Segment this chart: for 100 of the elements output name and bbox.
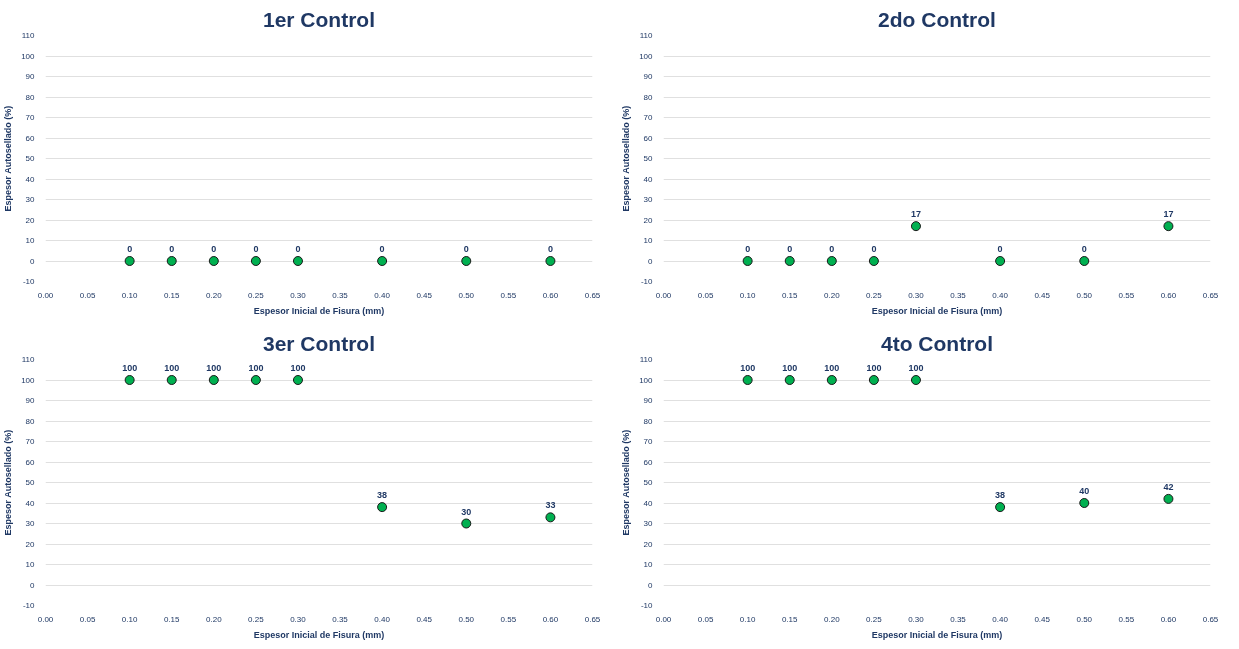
y-tick-label: 10 [643,560,654,569]
point [784,375,795,385]
data-label: 100 [866,363,882,373]
point [166,375,177,385]
chart-title: 1er Control [262,7,376,31]
x-tick-label: 0.40 [374,290,391,300]
data-label: 100 [122,363,138,373]
data-label: 17 [910,209,921,220]
x-axis-title: Espesor Inicial de Fisura (mm) [253,305,385,316]
x-tick-label: 0.35 [332,290,349,300]
x-tick-label: 0.60 [1160,614,1177,624]
y-tick-label: 50 [25,154,36,163]
point [742,375,753,385]
x-tick-label: 0.50 [458,290,475,300]
y-tick-label: 30 [25,195,36,204]
data-label: 0 [169,244,175,254]
data-label: 100 [824,363,840,373]
x-tick-label: 0.00 [655,290,672,300]
y-tick-label: 40 [643,498,654,508]
x-tick-label: 0.00 [37,614,54,624]
y-tick-label: 60 [643,457,654,467]
y-axis-title: Espesor Autosellado (%) [3,429,14,536]
x-tick-label: 0.20 [824,614,841,624]
data-label: 0 [253,244,259,254]
point [1079,498,1090,508]
y-tick-label: 60 [643,133,654,143]
point [292,375,303,385]
y-tick-label: -10 [22,277,36,286]
x-tick-label: 0.05 [697,290,714,300]
y-tick-label: 60 [25,133,36,143]
y-tick-label: -10 [640,277,654,286]
y-axis-title: Espesor Autosellado (%) [3,105,14,212]
data-label: 0 [463,244,469,254]
x-axis-title: Espesor Inicial de Fisura (mm) [871,629,1003,640]
x-tick-label: 0.20 [206,290,223,300]
x-tick-label: 0.30 [290,290,307,300]
point [910,375,921,385]
x-tick-label: 0.65 [1202,614,1219,624]
x-tick-label: 0.10 [739,614,756,624]
y-tick-label: -10 [22,601,36,610]
y-tick-label: 50 [643,154,654,163]
x-tick-label: 0.20 [824,290,841,300]
y-tick-label: 40 [643,174,654,184]
y-tick-label: 40 [25,498,36,508]
x-tick-label: 0.55 [500,290,517,300]
y-tick-label: 10 [25,236,36,245]
y-tick-label: 100 [21,51,36,61]
x-tick-label: 0.55 [500,614,517,624]
y-tick-label: 20 [25,539,36,549]
point [208,375,219,385]
y-tick-label: 110 [639,355,654,364]
data-label: 0 [997,244,1003,254]
y-tick-label: 30 [25,519,36,528]
point [995,502,1006,513]
data-label: 100 [206,363,222,373]
data-label: 38 [995,490,1006,501]
y-tick-label: 50 [25,478,36,487]
data-label: 0 [211,244,217,254]
x-tick-label: 0.25 [866,290,883,300]
y-tick-label: 60 [25,457,36,467]
y-tick-label: 0 [648,256,654,266]
y-tick-label: 100 [21,375,36,385]
data-label: 0 [127,244,133,254]
y-tick-label: 0 [30,580,36,590]
point [461,518,472,529]
x-tick-label: 0.15 [163,614,181,624]
y-tick-label: 10 [643,236,654,245]
x-tick-label: 0.50 [1076,290,1093,300]
y-tick-label: 70 [25,113,36,122]
data-label: 17 [1163,209,1174,220]
x-tick-label: 0.45 [1034,614,1051,624]
x-tick-label: 0.55 [1118,614,1135,624]
y-axis-title: Espesor Autosellado (%) [621,105,632,212]
y-tick-label: 70 [643,437,654,446]
y-tick-label: 10 [25,560,36,569]
x-tick-label: 0.10 [121,290,138,300]
x-tick-label: 0.50 [458,614,475,624]
x-axis-title: Espesor Inicial de Fisura (mm) [253,629,385,640]
x-tick-label: 0.00 [37,290,54,300]
data-label: 0 [379,244,385,254]
y-tick-label: 100 [639,375,654,385]
y-tick-label: 90 [25,72,36,81]
x-tick-label: 0.40 [992,290,1009,300]
x-tick-label: 0.45 [1034,290,1051,300]
x-tick-label: 0.35 [950,614,967,624]
data-label: 40 [1079,486,1090,496]
x-tick-label: 0.10 [121,614,138,624]
y-tick-label: 20 [25,215,36,225]
y-tick-label: 80 [25,92,36,102]
x-tick-label: 0.20 [206,614,223,624]
x-tick-label: 0.30 [290,614,307,624]
x-tick-label: 0.25 [248,614,265,624]
y-tick-label: 50 [643,478,654,487]
data-label: 0 [1081,244,1087,254]
x-tick-label: 0.65 [584,290,601,300]
data-label: 0 [871,244,877,254]
x-tick-label: 0.60 [1160,290,1177,300]
y-axis-title: Espesor Autosellado (%) [621,429,632,536]
y-tick-label: 80 [643,416,654,426]
y-tick-label: 110 [21,31,36,40]
